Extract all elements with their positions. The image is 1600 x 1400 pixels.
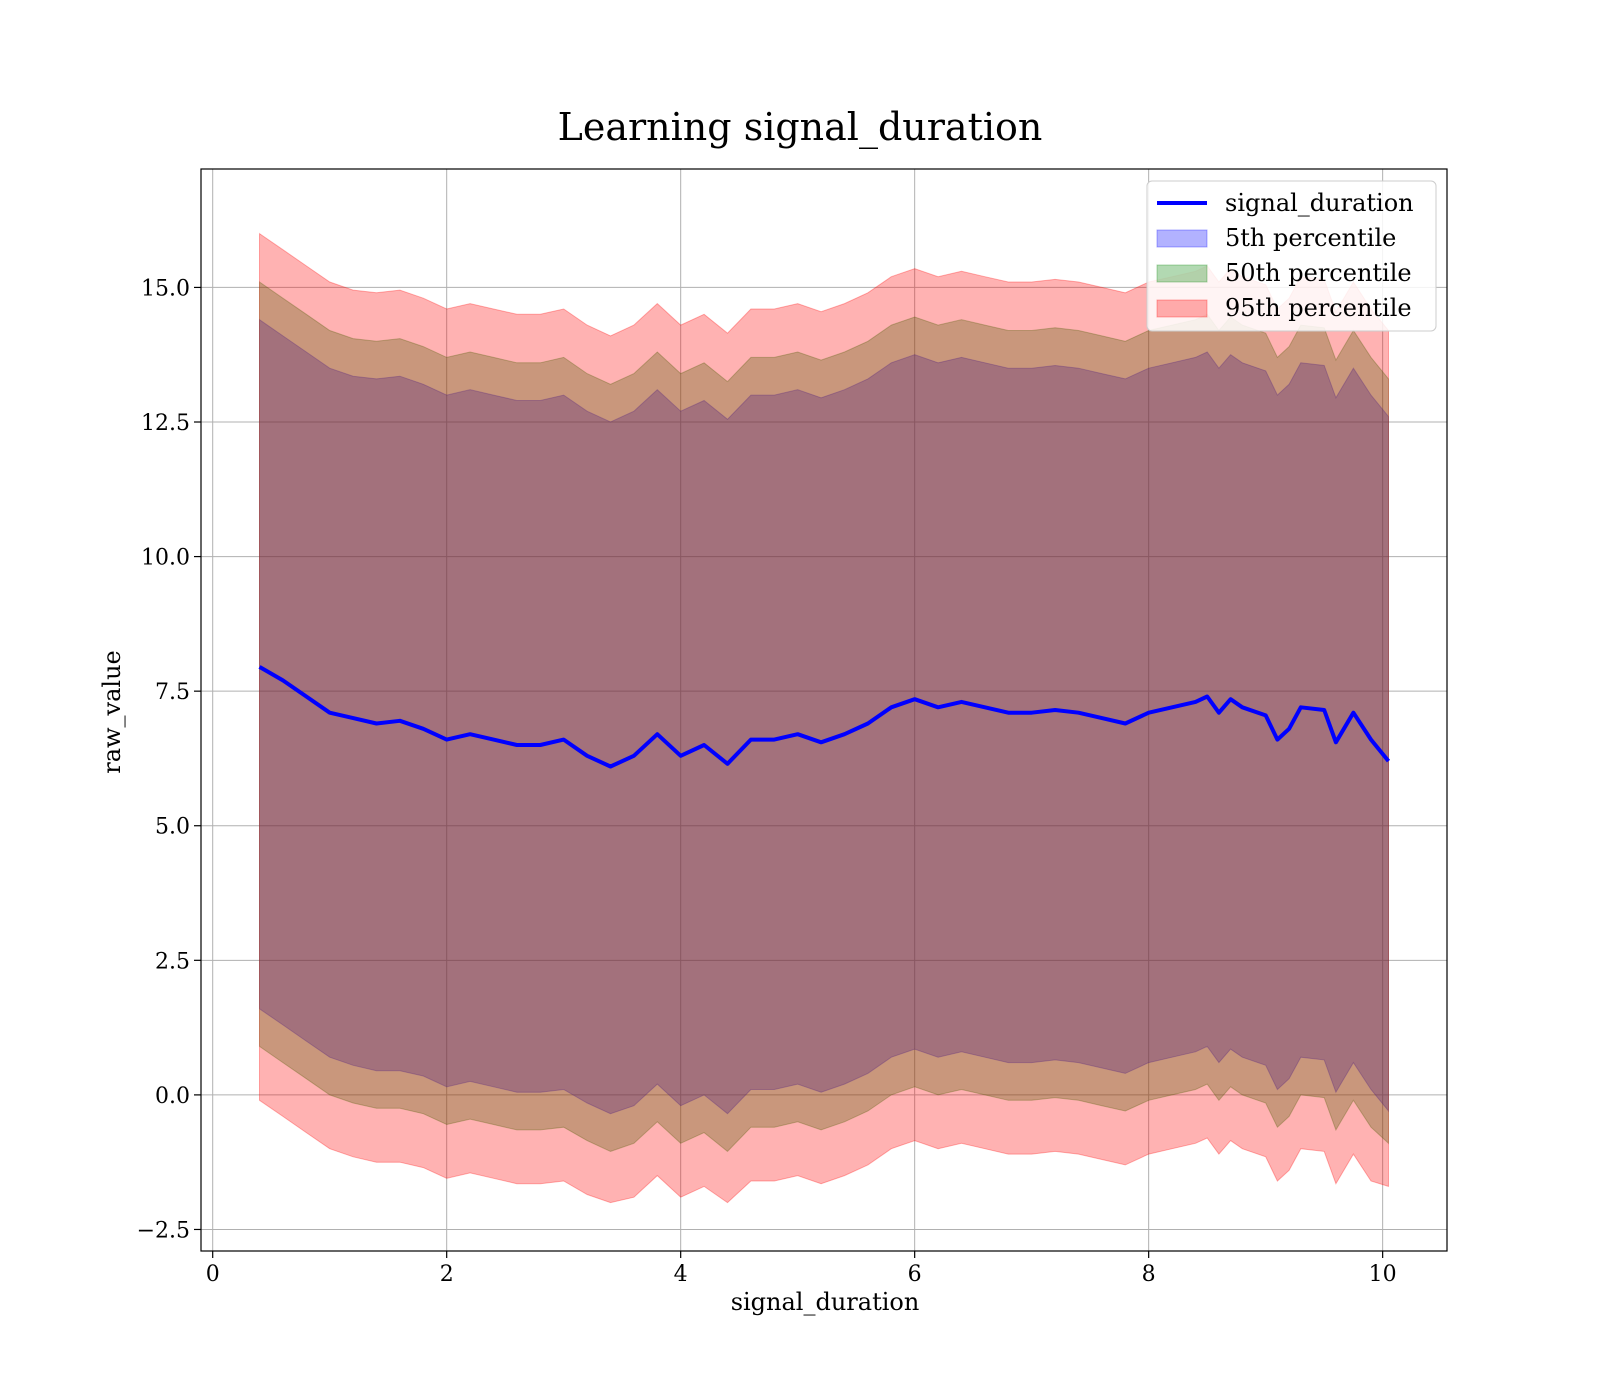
y-tick-label-0: −2.5	[137, 1218, 190, 1243]
y-tick-label-3: 5.0	[155, 815, 190, 840]
legend-label-5th-percentile: 5th percentile	[1225, 224, 1396, 252]
band-50th-percentile	[259, 281, 1389, 1153]
legend-swatch-50th-percentile	[1156, 264, 1208, 283]
legend-swatch-5th-percentile	[1156, 229, 1208, 248]
y-tick-label-6: 12.5	[141, 411, 190, 436]
x-tick-label-4: 8	[1142, 1262, 1156, 1287]
legend: signal_duration 5th percentile 50th percen…	[1146, 180, 1437, 332]
x-tick-label-0: 0	[206, 1262, 220, 1287]
y-tick-label-5: 10.0	[141, 546, 190, 571]
y-axis-ticks: −2.5 0.0 2.5 5.0 7.5 10.0 12.5 15.0	[137, 276, 201, 1243]
x-tick-label-1: 2	[440, 1262, 454, 1287]
x-axis-label: signal_duration	[731, 1288, 920, 1316]
y-tick-label-4: 7.5	[155, 680, 190, 705]
x-tick-label-5: 10	[1369, 1262, 1397, 1287]
band-95th-percentile	[259, 232, 1389, 1204]
plot-frame	[200, 168, 1448, 1252]
x-tick-label-3: 6	[908, 1262, 922, 1287]
y-axis-label: raw_value	[98, 650, 126, 774]
legend-label-50th-percentile: 50th percentile	[1225, 259, 1412, 287]
series-line-signal_duration	[258, 665, 1391, 769]
band-5th-percentile	[259, 318, 1389, 1115]
chart-title: Learning signal_duration	[558, 105, 1043, 150]
legend-swatch-95th-percentile	[1156, 299, 1208, 318]
percentile-bands	[259, 232, 1389, 1204]
y-tick-label-1: 0.0	[155, 1084, 190, 1109]
x-axis-ticks: 0 2 4 6 8 10	[206, 1251, 1397, 1287]
y-tick-label-7: 15.0	[141, 276, 190, 301]
x-tick-label-2: 4	[674, 1262, 688, 1287]
legend-label-95th-percentile: 95th percentile	[1225, 294, 1412, 322]
series-lines	[258, 665, 1391, 769]
y-tick-label-2: 2.5	[155, 949, 190, 974]
legend-label-signal_duration: signal_duration	[1225, 189, 1414, 217]
legend-box	[1146, 180, 1437, 332]
